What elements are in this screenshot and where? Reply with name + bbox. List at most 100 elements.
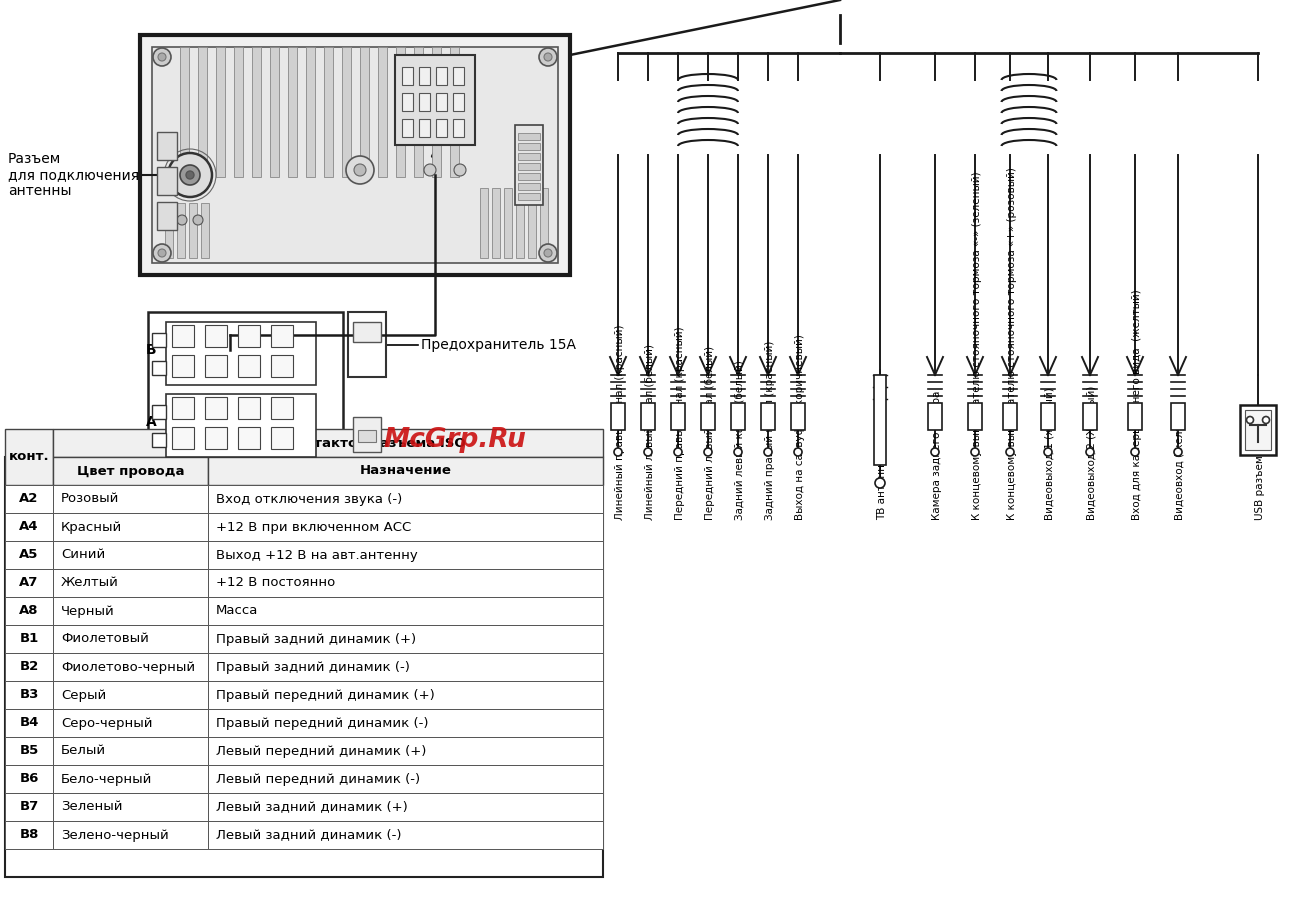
Bar xyxy=(518,163,540,170)
Bar xyxy=(54,709,208,737)
Bar xyxy=(208,541,603,569)
Bar xyxy=(157,202,176,230)
Bar xyxy=(54,681,208,709)
Text: Задний правый канал (красный): Задний правый канал (красный) xyxy=(765,340,775,520)
Circle shape xyxy=(1174,448,1182,456)
Bar xyxy=(403,93,413,111)
Bar xyxy=(968,403,982,430)
Bar xyxy=(216,47,225,177)
Bar xyxy=(516,188,524,258)
Bar xyxy=(5,765,54,793)
Bar xyxy=(197,47,207,177)
Bar xyxy=(166,394,316,457)
Text: B6: B6 xyxy=(20,772,39,785)
Text: конт.: конт. xyxy=(9,450,50,464)
Bar xyxy=(54,569,208,597)
Circle shape xyxy=(153,244,171,262)
Text: Левый передний динамик (-): Левый передний динамик (-) xyxy=(216,772,420,785)
Text: A2: A2 xyxy=(20,492,39,505)
Bar xyxy=(238,355,260,377)
Bar xyxy=(208,765,603,793)
Circle shape xyxy=(193,215,203,225)
Bar xyxy=(348,312,386,377)
Bar xyxy=(54,737,208,765)
Circle shape xyxy=(735,448,742,456)
Circle shape xyxy=(186,171,193,179)
Bar xyxy=(208,821,603,849)
Bar xyxy=(271,47,278,177)
Text: Вход для камеры заднего вида  (желтый): Вход для камеры заднего вида (желтый) xyxy=(1132,289,1142,520)
Bar xyxy=(208,457,603,485)
Text: A4: A4 xyxy=(20,521,39,533)
Text: Зеленый: Зеленый xyxy=(61,801,123,813)
Bar xyxy=(201,203,209,258)
Bar xyxy=(208,709,603,737)
Bar xyxy=(288,47,297,177)
Text: A5: A5 xyxy=(20,548,39,562)
Text: Видеовыход 1 (желтый): Видеовыход 1 (желтый) xyxy=(1046,387,1055,520)
Text: Правый передний динамик (-): Правый передний динамик (-) xyxy=(216,716,429,729)
Bar xyxy=(518,183,540,190)
Text: 6: 6 xyxy=(246,403,252,413)
Circle shape xyxy=(931,448,938,456)
Circle shape xyxy=(614,448,622,456)
Text: 1: 1 xyxy=(179,361,187,371)
Bar xyxy=(420,119,430,137)
Text: Левый задний динамик (-): Левый задний динамик (-) xyxy=(216,828,401,842)
Circle shape xyxy=(1086,448,1094,456)
Bar xyxy=(403,119,413,137)
Bar xyxy=(414,47,423,177)
Bar xyxy=(342,47,352,177)
Bar xyxy=(515,125,542,205)
Text: USB разъем: USB разъем xyxy=(1255,456,1265,520)
Text: 7: 7 xyxy=(278,361,285,371)
Bar xyxy=(271,355,293,377)
Bar xyxy=(205,325,227,347)
Text: 2: 2 xyxy=(179,331,187,341)
Bar xyxy=(54,625,208,653)
Bar xyxy=(208,569,603,597)
Circle shape xyxy=(704,448,712,456)
Text: Белый: Белый xyxy=(61,745,106,758)
Bar xyxy=(420,67,430,85)
Text: B5: B5 xyxy=(20,745,39,758)
Bar xyxy=(54,457,208,485)
Text: Серо-черный: Серо-черный xyxy=(61,716,153,729)
Circle shape xyxy=(765,448,772,456)
Text: Видеовход (желтый): Видеовход (желтый) xyxy=(1175,405,1185,520)
Bar xyxy=(518,143,540,150)
Text: +12 В постоянно: +12 В постоянно xyxy=(216,576,336,589)
Circle shape xyxy=(346,156,374,184)
Bar xyxy=(165,203,173,258)
Circle shape xyxy=(1044,448,1052,456)
Text: Фиолетово-черный: Фиолетово-черный xyxy=(61,661,195,673)
Bar xyxy=(5,429,54,485)
Bar xyxy=(670,403,685,430)
Bar xyxy=(152,47,558,263)
Circle shape xyxy=(1263,416,1269,424)
Text: Разъем
для подключения
антенны: Разъем для подключения антенны xyxy=(8,152,139,199)
Text: +12 В при включенном АСС: +12 В при включенном АСС xyxy=(216,521,412,533)
Bar xyxy=(148,312,342,467)
Text: ISO Разъем: ISO Разъем xyxy=(200,473,290,489)
Bar xyxy=(1246,410,1270,450)
Circle shape xyxy=(354,164,366,176)
Bar xyxy=(173,397,193,419)
Bar xyxy=(54,429,603,457)
Circle shape xyxy=(538,48,557,66)
Bar xyxy=(157,167,176,195)
Text: К концевому выключателю стояночного тормоза «-» (зеленый): К концевому выключателю стояночного торм… xyxy=(972,171,982,520)
Text: Линейный левый канал (белый): Линейный левый канал (белый) xyxy=(644,344,655,520)
Bar xyxy=(359,47,369,177)
Bar xyxy=(640,403,655,430)
Circle shape xyxy=(674,448,682,456)
Bar xyxy=(480,188,488,258)
Bar xyxy=(433,47,440,177)
Text: Назначение: Назначение xyxy=(359,465,451,478)
Text: Серый: Серый xyxy=(61,688,106,702)
Text: Левый задний динамик (+): Левый задний динамик (+) xyxy=(216,801,408,813)
Bar xyxy=(396,47,405,177)
Text: 4: 4 xyxy=(213,403,220,413)
Text: ТВ антенна: ТВ антенна xyxy=(877,458,887,520)
Bar xyxy=(5,737,54,765)
